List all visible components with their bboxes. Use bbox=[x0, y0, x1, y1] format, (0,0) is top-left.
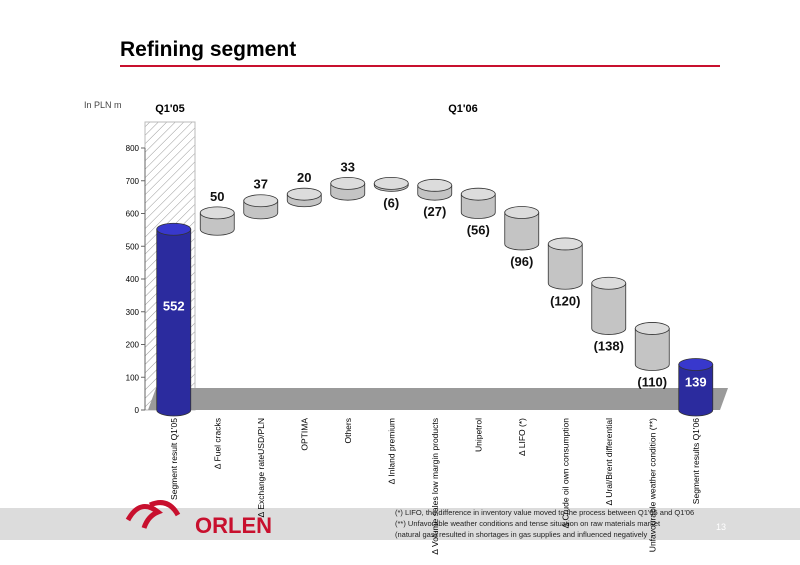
chart-floor bbox=[148, 388, 728, 410]
y-tick-label: 200 bbox=[126, 341, 140, 350]
x-tick-label: ∆ LIFO (*) bbox=[517, 418, 527, 456]
x-tick-label: Unipetrol bbox=[473, 418, 483, 452]
bar bbox=[634, 328, 670, 371]
value-label: (96) bbox=[510, 254, 533, 269]
y-tick-label: 100 bbox=[126, 373, 140, 382]
x-tick-label: ∆ Fuel cracks bbox=[212, 418, 222, 469]
plot: 0 100 200 300 400 500 600 700 800 552 Segment resu… bbox=[126, 144, 714, 555]
bar-top bbox=[156, 222, 192, 236]
period-label: Q1'05 bbox=[155, 103, 185, 115]
y-tick-label: 800 bbox=[126, 144, 140, 153]
value-label: (120) bbox=[550, 293, 580, 308]
page-number: 13 bbox=[716, 522, 726, 532]
bar-top bbox=[504, 206, 540, 219]
x-tick-label: ∆ Crude oil own consumption bbox=[560, 418, 570, 528]
bar-top bbox=[199, 206, 235, 220]
bar bbox=[547, 243, 583, 290]
value-label: (56) bbox=[467, 223, 490, 238]
bar-top bbox=[330, 176, 366, 190]
bar-top bbox=[634, 322, 670, 335]
x-tick-label: ∆ Inland premium bbox=[386, 418, 396, 484]
bar-top bbox=[417, 178, 453, 192]
bar bbox=[591, 282, 627, 335]
y-tick-label: 400 bbox=[126, 275, 140, 284]
bar-top bbox=[243, 194, 279, 208]
bar-top bbox=[547, 237, 583, 251]
x-tick-label: Unfavourable weather condition (**) bbox=[647, 418, 657, 552]
x-tick-label: ∆ Exchange rateUSD/PLN bbox=[256, 418, 266, 517]
bar bbox=[460, 193, 496, 219]
y-tick-label: 0 bbox=[135, 406, 140, 415]
x-tick-label: OPTIMA bbox=[299, 418, 309, 451]
logo-mark bbox=[125, 500, 181, 529]
value-label: 37 bbox=[254, 177, 268, 192]
slide-title: Refining segment bbox=[120, 38, 296, 61]
value-label: 33 bbox=[341, 159, 355, 174]
footnote: (natural gas) resulted in shortages in g… bbox=[395, 530, 647, 539]
y-tick-label: 700 bbox=[126, 177, 140, 186]
y-tick-label: 600 bbox=[126, 210, 140, 219]
bar-top bbox=[373, 176, 409, 190]
bar-top bbox=[460, 187, 496, 201]
bar bbox=[678, 364, 714, 417]
x-tick-label: Others bbox=[343, 418, 353, 444]
value-label: 20 bbox=[297, 170, 311, 185]
bar bbox=[156, 228, 192, 417]
value-label: (6) bbox=[383, 195, 399, 210]
bar-top bbox=[678, 358, 714, 371]
footnote: (*) LIFO, the difference in inventory va… bbox=[395, 508, 694, 517]
value-label: 139 bbox=[685, 374, 707, 389]
value-label: 50 bbox=[210, 189, 224, 204]
unit-label: In PLN m bbox=[84, 100, 122, 110]
bar-top bbox=[591, 276, 627, 290]
value-label: (138) bbox=[594, 338, 624, 353]
x-tick-label: ∆ Ural/Brent differential bbox=[604, 418, 614, 505]
bar bbox=[504, 212, 540, 251]
period-label: Q1'06 bbox=[448, 103, 478, 115]
logo-text: ORLEN bbox=[195, 513, 272, 538]
x-tick-label: Segment result Q1'05 bbox=[169, 418, 179, 500]
x-tick-label: Segment results Q1'06 bbox=[691, 418, 701, 504]
footnote: (**) Unfavorable weather conditions and … bbox=[395, 519, 661, 528]
value-label: (110) bbox=[637, 374, 667, 389]
y-tick-label: 500 bbox=[126, 242, 140, 251]
value-label: (27) bbox=[423, 204, 446, 219]
y-tick-label: 300 bbox=[126, 308, 140, 317]
x-tick-label: ∆ Volume sales low margin products bbox=[430, 418, 440, 555]
value-label: 552 bbox=[163, 299, 185, 314]
bar-top bbox=[286, 187, 322, 201]
